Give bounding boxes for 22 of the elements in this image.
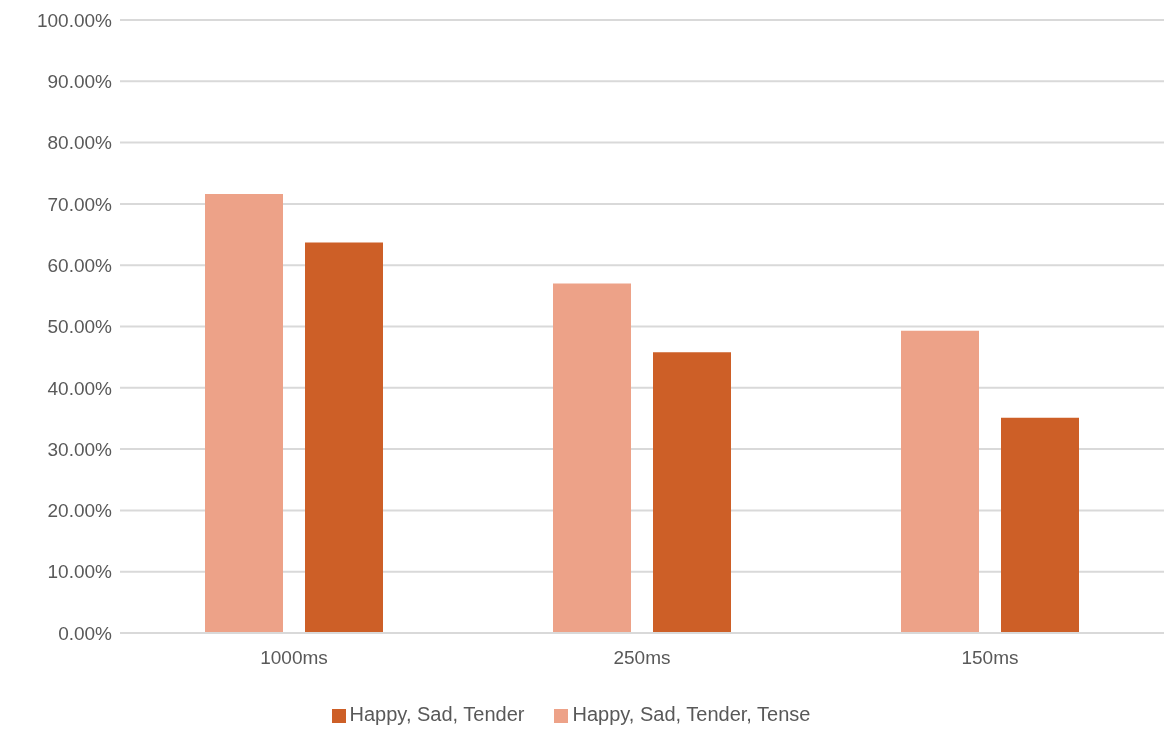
y-tick-label: 90.00% — [47, 71, 113, 93]
y-tick-label: 20.00% — [47, 500, 113, 522]
x-tick-label: 150ms — [961, 647, 1019, 669]
bar — [1001, 417, 1079, 633]
bar — [653, 352, 731, 633]
y-tick-label: 100.00% — [36, 9, 113, 31]
legend-label: Happy, Sad, Tender, Tense — [572, 703, 811, 725]
y-tick-label: 40.00% — [47, 377, 113, 399]
bar — [205, 194, 283, 633]
bar — [901, 330, 979, 633]
y-tick-label: 80.00% — [47, 132, 113, 154]
legend-label: Happy, Sad, Tender — [349, 703, 525, 725]
y-tick-label: 50.00% — [47, 316, 113, 338]
y-tick-label: 60.00% — [47, 254, 113, 276]
x-tick-label: 1000ms — [260, 647, 328, 669]
y-tick-label: 10.00% — [47, 561, 113, 583]
y-tick-label: 30.00% — [47, 438, 113, 460]
bar — [553, 283, 631, 633]
y-tick-label: 0.00% — [58, 622, 113, 644]
bar — [305, 242, 383, 633]
x-tick-label: 250ms — [613, 647, 671, 669]
y-tick-label: 70.00% — [47, 193, 113, 215]
